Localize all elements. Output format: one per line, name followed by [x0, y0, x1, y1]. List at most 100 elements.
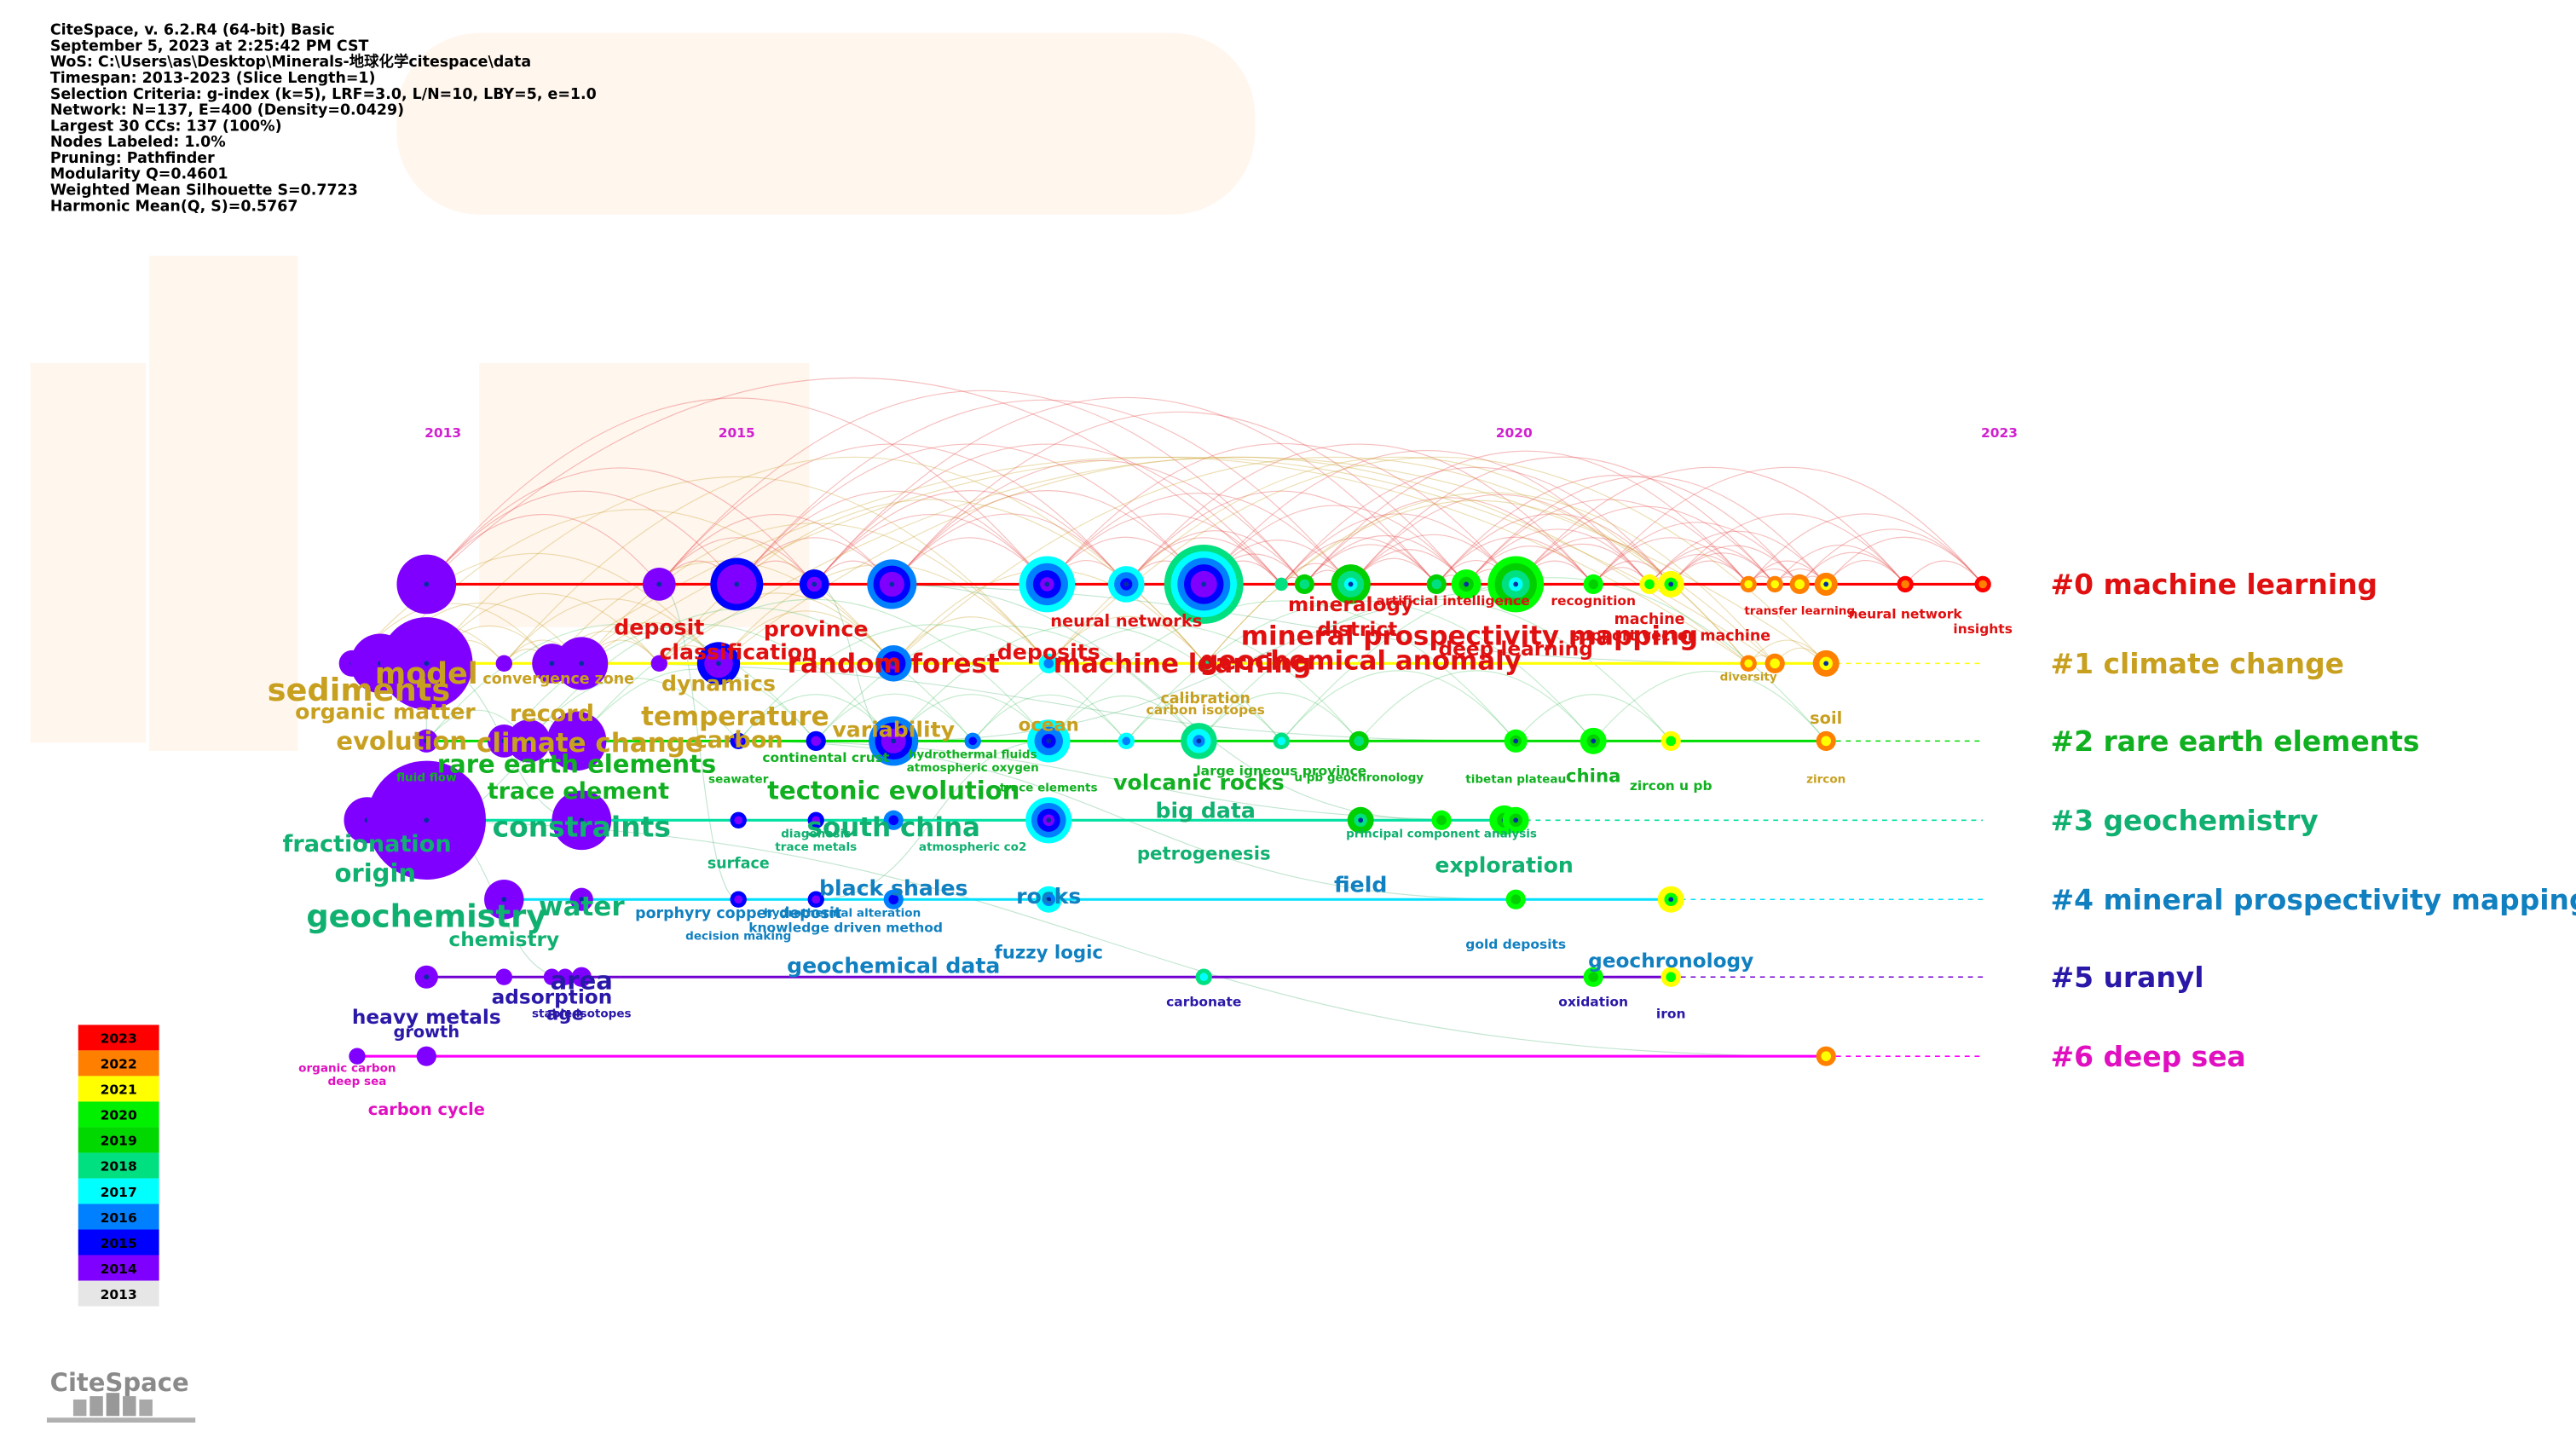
keyword-label: area — [551, 966, 613, 995]
link-arc — [815, 626, 1199, 742]
link-arc — [1125, 537, 1282, 585]
node-ring — [888, 894, 899, 905]
link-arc — [813, 490, 1127, 585]
link-arc — [736, 537, 892, 585]
link-arc — [658, 443, 1127, 585]
keyword-label: trace metals — [775, 840, 857, 854]
link-curve — [581, 662, 1516, 742]
link-arc — [1280, 537, 1437, 585]
node-ring — [1122, 736, 1131, 746]
keyword-label: constraints — [493, 811, 671, 844]
node-ring — [1299, 579, 1310, 590]
node-core — [574, 738, 580, 744]
link-arc — [1303, 450, 1749, 585]
keyword-label: soil — [1810, 708, 1842, 728]
keyword-label: carbonate — [1166, 995, 1241, 1010]
link-arc — [1048, 456, 1749, 664]
keyword-label: origin — [334, 858, 416, 887]
link-arc — [1515, 466, 1906, 585]
node-ring — [500, 659, 509, 668]
link-arc — [425, 513, 660, 585]
link-arc — [1303, 535, 1467, 585]
node-ring — [734, 816, 743, 825]
header-line: September 5, 2023 at 2:25:42 PM CST — [50, 38, 369, 55]
node-core — [579, 817, 585, 823]
link-arc — [891, 537, 1048, 585]
header-line: Modularity Q=0.4601 — [50, 166, 228, 183]
link-arc — [1048, 695, 1199, 742]
link-arc — [1350, 494, 1650, 585]
legend-swatch — [78, 1050, 159, 1077]
cluster-label: #5 uranyl — [2051, 961, 2204, 994]
link-arc — [1592, 670, 1827, 742]
keyword-label: random forest — [788, 649, 1000, 679]
node-ring — [1588, 579, 1599, 590]
legend-swatch — [78, 1255, 159, 1281]
keyword-label: exploration — [1435, 852, 1573, 877]
link-arc — [1465, 476, 1827, 585]
keyword-label: trace element — [488, 778, 669, 805]
keyword-label: carbon isotopes — [1146, 702, 1265, 718]
link-arc — [1435, 475, 1800, 585]
node-core — [424, 974, 430, 980]
node-core — [1668, 581, 1674, 587]
link-arc — [425, 467, 815, 585]
node-core — [891, 738, 897, 744]
header-line: Selection Criteria: g-index (k=5), LRF=3… — [50, 86, 597, 103]
keyword-label: transfer learning — [1744, 604, 1855, 618]
node-core — [734, 581, 740, 587]
keyword-label: artificial intelligence — [1377, 593, 1530, 609]
keyword-label: deep learning — [1439, 638, 1593, 661]
cluster-label: #3 geochemistry — [2051, 804, 2319, 837]
link-arc — [503, 623, 894, 742]
node-core — [549, 661, 555, 667]
node-core — [1046, 817, 1052, 823]
node-ring — [968, 736, 978, 746]
keyword-label: gold deposits — [1465, 937, 1566, 952]
watermark-shape — [149, 256, 298, 751]
node-core — [501, 897, 507, 903]
node-ring — [734, 736, 743, 746]
keyword-label: hydrothermal fluids — [909, 748, 1037, 762]
legend-year: 2018 — [101, 1159, 137, 1175]
keyword-label: tectonic evolution — [767, 776, 1019, 805]
keyword-label: province — [764, 617, 869, 642]
link-arc — [1515, 537, 1672, 585]
logo: CiteSpace — [46, 1368, 196, 1423]
keyword-label: volcanic rocks — [1113, 771, 1285, 795]
cluster-rows: #0 machine learning #1 climate change #2 r… — [352, 568, 2576, 1073]
keyword-label: u pb geochronology — [1294, 771, 1424, 785]
header-line: Weighted Mean Silhouette S=0.7723 — [50, 182, 358, 199]
logo-bar — [72, 1399, 87, 1417]
link-arc — [1747, 560, 1827, 585]
keyword-label: porphyry copper deposit — [635, 905, 841, 922]
legend-year: 2016 — [101, 1210, 137, 1226]
legend-year: 2020 — [101, 1108, 137, 1123]
node-ring — [500, 973, 509, 982]
node-ring — [353, 1052, 361, 1061]
link-arc — [736, 490, 1048, 585]
link-arc — [503, 456, 1206, 664]
keyword-label: recognition — [1551, 593, 1636, 609]
node-ring — [1978, 580, 1987, 589]
node-ring — [888, 815, 899, 826]
citation-arcs — [351, 377, 1984, 1057]
link-arc — [552, 456, 1749, 664]
legend-year: 2023 — [101, 1031, 137, 1047]
keyword-label: stable isotopes — [532, 1007, 632, 1021]
node-ring — [1274, 577, 1288, 592]
link-arc — [892, 694, 1049, 742]
node-ring — [1199, 973, 1209, 982]
legend-swatch — [78, 1152, 159, 1179]
link-arc — [1670, 552, 1776, 585]
header-line: Timespan: 2013-2023 (Slice Length=1) — [50, 70, 376, 87]
legend-year: 2015 — [101, 1236, 137, 1251]
legend-swatch — [78, 1204, 159, 1230]
link-arc — [1358, 670, 1594, 742]
year-legend: 2023 2022 2021 2020 2019 2018 2017 2016 2015 2014… — [78, 1025, 159, 1307]
node-ring — [734, 895, 743, 904]
keyword-label: decision making — [685, 930, 791, 944]
node-core — [1513, 738, 1519, 744]
